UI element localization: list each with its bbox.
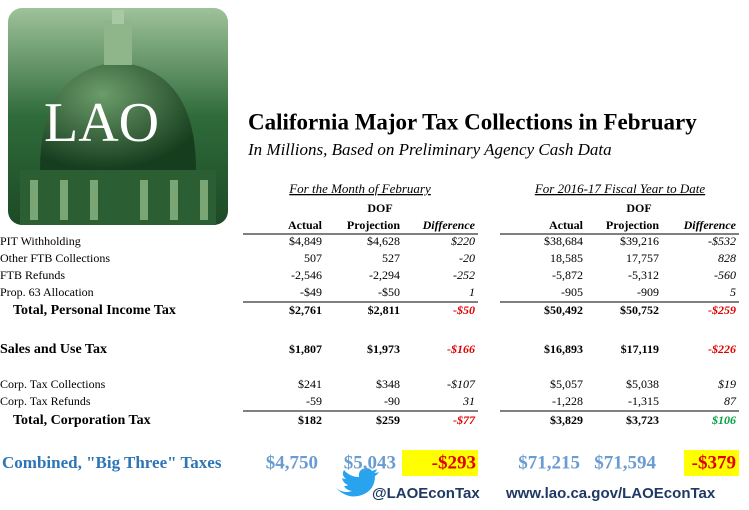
cell: 17,757: [626, 251, 659, 265]
cell: -$259: [708, 303, 736, 317]
cell: $182: [298, 413, 322, 427]
cell: $259: [376, 413, 400, 427]
cell: $241: [298, 377, 322, 391]
cell: $50,752: [620, 303, 659, 317]
row-label: Other FTB Collections: [0, 251, 110, 265]
row-label: Sales and Use Tax: [0, 342, 107, 357]
row-label: Corp. Tax Collections: [0, 377, 106, 391]
cell: -1,228: [552, 394, 583, 408]
column-header: Difference: [422, 218, 476, 232]
title: California Major Tax Collections in Febr…: [248, 109, 697, 134]
cell: $16,893: [544, 342, 583, 356]
cell: $220: [451, 234, 475, 248]
cell: $1,807: [289, 342, 322, 356]
cell: $3,829: [550, 413, 583, 427]
website: www.lao.ca.gov/LAOEconTax: [505, 485, 716, 502]
cell: 18,585: [550, 251, 583, 265]
cell: $39,216: [620, 234, 659, 248]
cell: $348: [376, 377, 400, 391]
column-header: Projection: [606, 218, 659, 232]
cell: $3,723: [626, 413, 659, 427]
cell: 828: [718, 251, 736, 265]
cell: $5,038: [626, 377, 659, 391]
row-label: Prop. 63 Allocation: [0, 285, 94, 299]
cell: -$226: [708, 342, 736, 356]
cell: $19: [718, 377, 736, 391]
cell: $106: [711, 413, 736, 427]
cell: -59: [306, 394, 322, 408]
column-header: Difference: [683, 218, 737, 232]
cell: $5,057: [550, 377, 583, 391]
row-label: FTB Refunds: [0, 268, 65, 282]
combined-cell: -$293: [432, 452, 476, 473]
row-label: Total, Personal Income Tax: [13, 303, 176, 318]
combined-cell: $71,215: [518, 452, 580, 473]
subtitle: In Millions, Based on Preliminary Agency…: [247, 140, 612, 159]
cell: 527: [382, 251, 400, 265]
cell: 507: [304, 251, 322, 265]
twitter-icon: [336, 468, 379, 497]
cell: -909: [637, 285, 659, 299]
cell: $2,811: [368, 303, 400, 317]
column-header: Projection: [347, 218, 400, 232]
column-header: DOF: [367, 201, 392, 215]
cell: -90: [384, 394, 400, 408]
cell: -$50: [453, 303, 475, 317]
row-label: PIT Withholding: [0, 234, 81, 248]
column-header: Actual: [288, 218, 323, 232]
cell: $1,973: [367, 342, 400, 356]
combined-cell: $4,750: [266, 452, 318, 473]
cell: 87: [724, 394, 737, 408]
cell: -252: [453, 268, 475, 282]
cell: -$77: [453, 413, 476, 427]
column-header: Actual: [549, 218, 584, 232]
cell: -5,312: [628, 268, 659, 282]
highlight: [402, 450, 478, 476]
combined-cell: -$379: [692, 452, 736, 473]
cell: $38,684: [544, 234, 583, 248]
cell: 5: [730, 285, 736, 299]
cell: -905: [561, 285, 583, 299]
cell: -$532: [708, 234, 736, 248]
cell: $4,849: [289, 234, 322, 248]
cell: 1: [469, 285, 475, 299]
cell: -2,294: [369, 268, 400, 282]
combined-label: Combined, "Big Three" Taxes: [2, 453, 222, 472]
combined-cell: $5,043: [344, 452, 396, 473]
group-header: For 2016-17 Fiscal Year to Date: [534, 181, 706, 196]
cell: $17,119: [621, 342, 659, 356]
cell: $50,492: [544, 303, 583, 317]
cell: 31: [462, 394, 475, 408]
combined-cell: $71,594: [594, 452, 656, 473]
cell: -$166: [447, 342, 475, 356]
cell: $4,628: [367, 234, 400, 248]
cell: -$50: [378, 285, 400, 299]
logo-text: LAO: [44, 92, 159, 154]
cell: -1,315: [628, 394, 659, 408]
highlight: [684, 450, 739, 476]
cell: -560: [714, 268, 736, 282]
cell: -20: [459, 251, 475, 265]
cell: -$49: [300, 285, 322, 299]
twitter-handle: @LAOEconTax: [372, 485, 480, 502]
cell: $2,761: [289, 303, 322, 317]
logo: LAO: [8, 8, 228, 225]
group-header: For the Month of February: [288, 181, 431, 196]
row-label: Corp. Tax Refunds: [0, 394, 91, 408]
cell: -2,546: [291, 268, 322, 282]
cell: -5,872: [552, 268, 583, 282]
cell: -$107: [447, 377, 476, 391]
row-label: Total, Corporation Tax: [13, 413, 151, 428]
column-header: DOF: [626, 201, 651, 215]
